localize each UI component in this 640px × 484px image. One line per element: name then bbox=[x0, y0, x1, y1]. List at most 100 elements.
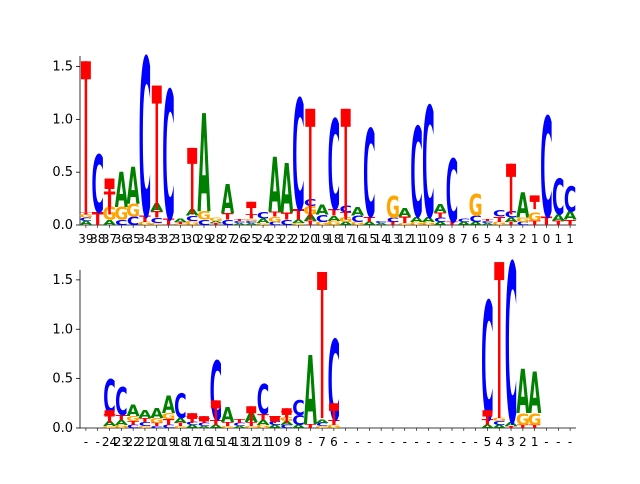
logo-letter-T: T bbox=[257, 413, 270, 422]
logo-letter-T: T bbox=[139, 214, 152, 224]
logo-letter-G: G bbox=[351, 221, 365, 226]
x-tick-label: 8 bbox=[448, 232, 456, 246]
y-tick-label: 1.0 bbox=[52, 112, 73, 127]
logo-letter-T: T bbox=[552, 220, 564, 227]
logo-letter-A: A bbox=[292, 424, 306, 429]
x-tick-label: - bbox=[84, 435, 88, 449]
logo-letter-A: A bbox=[504, 216, 517, 223]
logo-letter-G: G bbox=[114, 424, 128, 429]
logo-letter-A: A bbox=[115, 164, 128, 219]
logo-letter-C: C bbox=[493, 420, 505, 426]
x-tick-label: 1 bbox=[531, 232, 539, 246]
error-cap bbox=[246, 201, 257, 209]
logo-letter-T: T bbox=[328, 419, 340, 427]
x-tick-label: 15 bbox=[362, 232, 377, 246]
logo-letter-T: T bbox=[446, 221, 458, 226]
logo-letter-A: A bbox=[127, 157, 141, 216]
logo-letter-T: T bbox=[564, 219, 576, 227]
x-tick-label: - bbox=[344, 435, 348, 449]
logo-letter-A: A bbox=[268, 141, 281, 229]
error-cap bbox=[210, 400, 221, 409]
x-tick-label: 39 bbox=[78, 232, 93, 246]
x-tick-label: 35 bbox=[126, 232, 141, 246]
logo-letter-G: G bbox=[268, 216, 282, 224]
x-tick-label: 33 bbox=[149, 232, 164, 246]
logo-letter-C: C bbox=[233, 422, 245, 427]
x-tick-label: 34 bbox=[137, 232, 152, 246]
logo-letter-G: G bbox=[516, 410, 530, 429]
logo-letter-T: T bbox=[541, 215, 553, 229]
logo-letter-C: C bbox=[564, 181, 576, 220]
logo-letter-T: T bbox=[304, 220, 316, 227]
error-cap bbox=[340, 108, 351, 127]
logo-letter-G: G bbox=[209, 217, 223, 222]
x-tick-label: 3 bbox=[507, 435, 515, 449]
x-tick-label: 32 bbox=[161, 232, 176, 246]
x-tick-label: 15 bbox=[208, 435, 223, 449]
logo-letter-T: T bbox=[245, 421, 257, 427]
logo-letter-A: A bbox=[375, 222, 389, 225]
logo-letter-C: C bbox=[115, 219, 127, 227]
logo-letter-T: T bbox=[304, 423, 316, 429]
x-tick-label: 18 bbox=[326, 232, 341, 246]
logo-letter-A: A bbox=[150, 406, 163, 422]
logo-letter-A: A bbox=[528, 360, 541, 426]
x-tick-label: 14 bbox=[374, 232, 389, 246]
logo-letter-A: A bbox=[103, 420, 116, 428]
logo-letter-T: T bbox=[434, 212, 446, 220]
logo-letter-G: G bbox=[244, 426, 258, 429]
logo-letter-C: C bbox=[481, 220, 494, 223]
logo-letter-A: A bbox=[197, 426, 211, 429]
logo-letter-C: C bbox=[269, 420, 281, 426]
logo-letter-C: C bbox=[505, 219, 517, 474]
logo-letter-C: C bbox=[481, 270, 493, 458]
logo-letter-G: G bbox=[126, 415, 140, 423]
logo-letter-C: C bbox=[186, 215, 198, 223]
logo-letter-A: A bbox=[327, 215, 341, 223]
logo-letter-C: C bbox=[387, 216, 399, 223]
logo-letter-T: T bbox=[399, 215, 412, 225]
logo-letter-C: C bbox=[458, 218, 470, 223]
logo-letter-T: T bbox=[222, 212, 235, 222]
x-tick-label: 28 bbox=[208, 232, 223, 246]
logo-letter-A: A bbox=[422, 216, 436, 224]
logo-letter-C: C bbox=[410, 103, 422, 246]
y-tick-label: 0.0 bbox=[52, 421, 73, 436]
logo-letter-T: T bbox=[92, 210, 104, 230]
logo-panel-top: 0.00.51.01.539ACGT38TC37AGT36CGA35CGA34G… bbox=[52, 15, 577, 267]
logo-letter-A: A bbox=[127, 402, 140, 421]
y-tick-label: 0.5 bbox=[52, 165, 73, 180]
logo-letter-A: A bbox=[245, 222, 259, 225]
logo-letter-C: C bbox=[280, 424, 292, 429]
logo-letter-A: A bbox=[410, 216, 424, 224]
logo-letter-A: A bbox=[233, 222, 247, 225]
x-tick-label: - bbox=[308, 435, 312, 449]
x-tick-label: 20 bbox=[149, 435, 164, 449]
logo-letter-C: C bbox=[139, 15, 151, 267]
logo-letter-G: G bbox=[315, 426, 329, 429]
x-tick-label: 13 bbox=[232, 435, 247, 449]
x-tick-label: - bbox=[426, 435, 430, 449]
logo-letter-G: G bbox=[150, 417, 164, 425]
logo-letter-C: C bbox=[540, 90, 552, 250]
x-tick-label: 16 bbox=[350, 232, 365, 246]
logo-letter-A: A bbox=[221, 405, 235, 428]
logo-letter-C: C bbox=[328, 96, 340, 239]
logo-letter-C: C bbox=[280, 219, 292, 227]
x-tick-label: 23 bbox=[267, 232, 282, 246]
logo-letter-A: A bbox=[398, 206, 412, 220]
logo-letter-C: C bbox=[198, 422, 210, 427]
logo-letter-T: T bbox=[505, 221, 517, 226]
logo-letter-C: C bbox=[446, 141, 458, 242]
logo-letter-G: G bbox=[398, 222, 412, 225]
logo-letter-A: A bbox=[363, 221, 377, 226]
x-tick-label: 21 bbox=[291, 232, 306, 246]
y-tick-label: 1.5 bbox=[52, 60, 73, 75]
logo-letter-T: T bbox=[281, 211, 293, 223]
logo-letter-T: T bbox=[127, 420, 139, 426]
logo-letter-A: A bbox=[457, 221, 471, 226]
logo-letter-T: T bbox=[364, 216, 376, 224]
logo-letter-A: A bbox=[516, 357, 529, 428]
error-cap bbox=[506, 163, 517, 177]
logo-letter-A: A bbox=[316, 202, 329, 217]
